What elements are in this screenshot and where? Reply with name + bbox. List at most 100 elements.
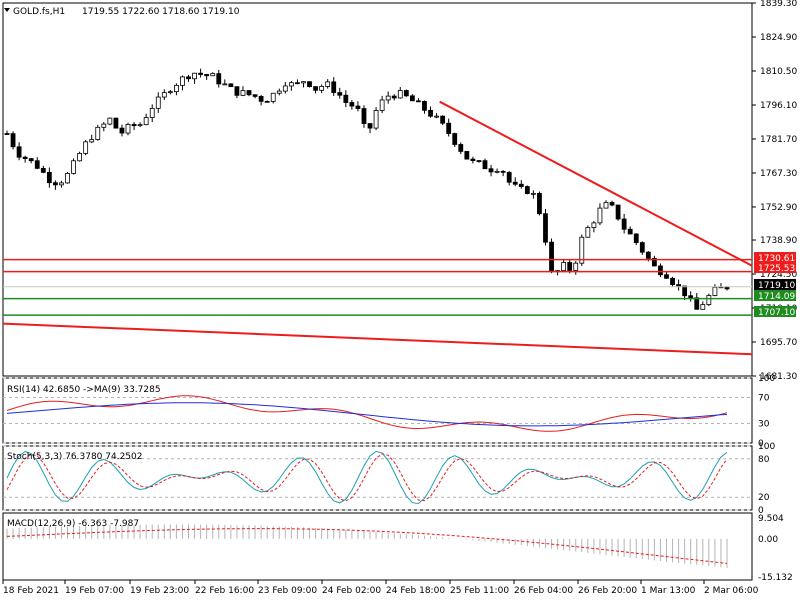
candle-body <box>4 133 10 135</box>
time-tick-label: 26 Feb 04:00 <box>514 586 573 596</box>
price-tick-label: 1796.10 <box>760 101 797 111</box>
candle-body <box>530 192 536 195</box>
time-tick-label: 22 Feb 16:00 <box>195 586 254 596</box>
candle-body <box>46 171 52 184</box>
candle-body <box>276 90 282 94</box>
candle-body <box>125 123 131 134</box>
candle-body <box>700 304 706 310</box>
candle-body <box>403 90 409 97</box>
time-tick-label: 19 Feb 23:00 <box>130 586 189 596</box>
candle-body <box>107 117 113 125</box>
candle-body <box>422 101 427 111</box>
candle-body <box>573 262 579 271</box>
candle-body <box>167 91 173 94</box>
candle-body <box>40 167 46 173</box>
candle-body <box>59 182 64 186</box>
time-tick-label: 19 Feb 07:00 <box>65 586 124 596</box>
candle-body <box>343 94 349 103</box>
candle-body <box>258 96 264 102</box>
stoch-label: Stoch(5,3,3) 76.3780 74.2502 <box>7 452 142 462</box>
candle-body <box>65 172 70 184</box>
rsi-tick: 30 <box>758 420 770 430</box>
candle-body <box>119 127 125 134</box>
candle-body <box>476 160 482 162</box>
candle-body <box>682 285 688 297</box>
candle-body <box>83 141 89 154</box>
price-tag-label: 1707.10 <box>758 308 795 318</box>
candle-body <box>367 123 373 129</box>
candle-body <box>464 151 470 160</box>
candle-body <box>524 186 530 195</box>
candle-body <box>155 96 161 109</box>
candle-body <box>252 94 258 97</box>
candle-body <box>77 153 83 162</box>
time-tick-label: 1 Mar 13:00 <box>641 586 696 596</box>
candle-body <box>706 295 712 305</box>
candle-body <box>174 84 179 93</box>
time-tick-label: 24 Feb 18:00 <box>386 586 445 596</box>
stoch-signal-line <box>6 453 728 502</box>
price-tick-label: 1738.90 <box>760 236 797 246</box>
trend-line <box>2 322 753 356</box>
candle-body <box>712 286 718 296</box>
candle-body <box>131 123 137 127</box>
macd-tick: 0.00 <box>758 535 778 545</box>
candle-body <box>53 182 58 186</box>
price-tick-label: 1767.30 <box>760 169 797 179</box>
candle-body <box>500 170 506 173</box>
candle-body <box>409 95 415 102</box>
macd-tick: -15.132 <box>758 573 793 583</box>
candle-body <box>633 233 639 243</box>
candle-body <box>288 82 294 87</box>
candle-body <box>307 81 312 87</box>
macd-tick: 9.504 <box>758 514 784 524</box>
time-tick-label: 25 Feb 11:00 <box>450 586 509 596</box>
price-tag <box>754 262 796 273</box>
candle-body <box>446 122 452 134</box>
candle-body <box>264 100 270 103</box>
candle-body <box>651 257 657 267</box>
candle-body <box>71 160 76 174</box>
price-tag <box>754 306 796 317</box>
candle-body <box>373 110 379 129</box>
candle-body <box>325 81 331 87</box>
candle-body <box>645 251 651 259</box>
price-tag-label: 1719.10 <box>758 281 795 291</box>
candle-body <box>10 133 16 148</box>
candle-body <box>28 158 34 162</box>
candle-body <box>482 160 488 170</box>
panel-frame-0 <box>2 2 753 377</box>
candle-body <box>664 274 669 279</box>
candle-body <box>452 133 458 145</box>
candle-body <box>137 124 143 127</box>
candle-body <box>397 90 403 99</box>
candle-body <box>591 222 597 228</box>
price-tick-label: 1781.70 <box>760 135 797 145</box>
dropdown-triangle-icon <box>4 8 10 12</box>
candle-body <box>319 86 325 91</box>
candle-body <box>537 192 542 215</box>
ohlc-readout: 1719.55 1722.60 1718.60 1719.10 <box>82 7 240 17</box>
time-tick-label: 18 Feb 2021 <box>3 586 59 596</box>
candle-body <box>609 202 615 206</box>
candle-body <box>391 95 397 99</box>
candle-body <box>349 102 355 107</box>
candle-body <box>101 123 107 128</box>
price-tick-label: 1839.30 <box>760 0 797 9</box>
time-tick-label: 26 Feb 20:00 <box>578 586 637 596</box>
candle-body <box>506 171 512 183</box>
candle-body <box>313 86 318 91</box>
candle-body <box>470 158 476 161</box>
candle-body <box>543 213 548 243</box>
rsi-line <box>6 395 728 432</box>
candle-body <box>603 202 609 209</box>
candle-body <box>228 83 234 88</box>
time-tick-label: 2 Mar 06:00 <box>704 586 759 596</box>
panel-frame-3 <box>2 512 753 581</box>
candle-body <box>240 90 246 96</box>
candle-body <box>355 105 361 109</box>
candle-body <box>222 83 228 86</box>
candle-body <box>113 117 119 129</box>
candle-body <box>301 81 306 84</box>
